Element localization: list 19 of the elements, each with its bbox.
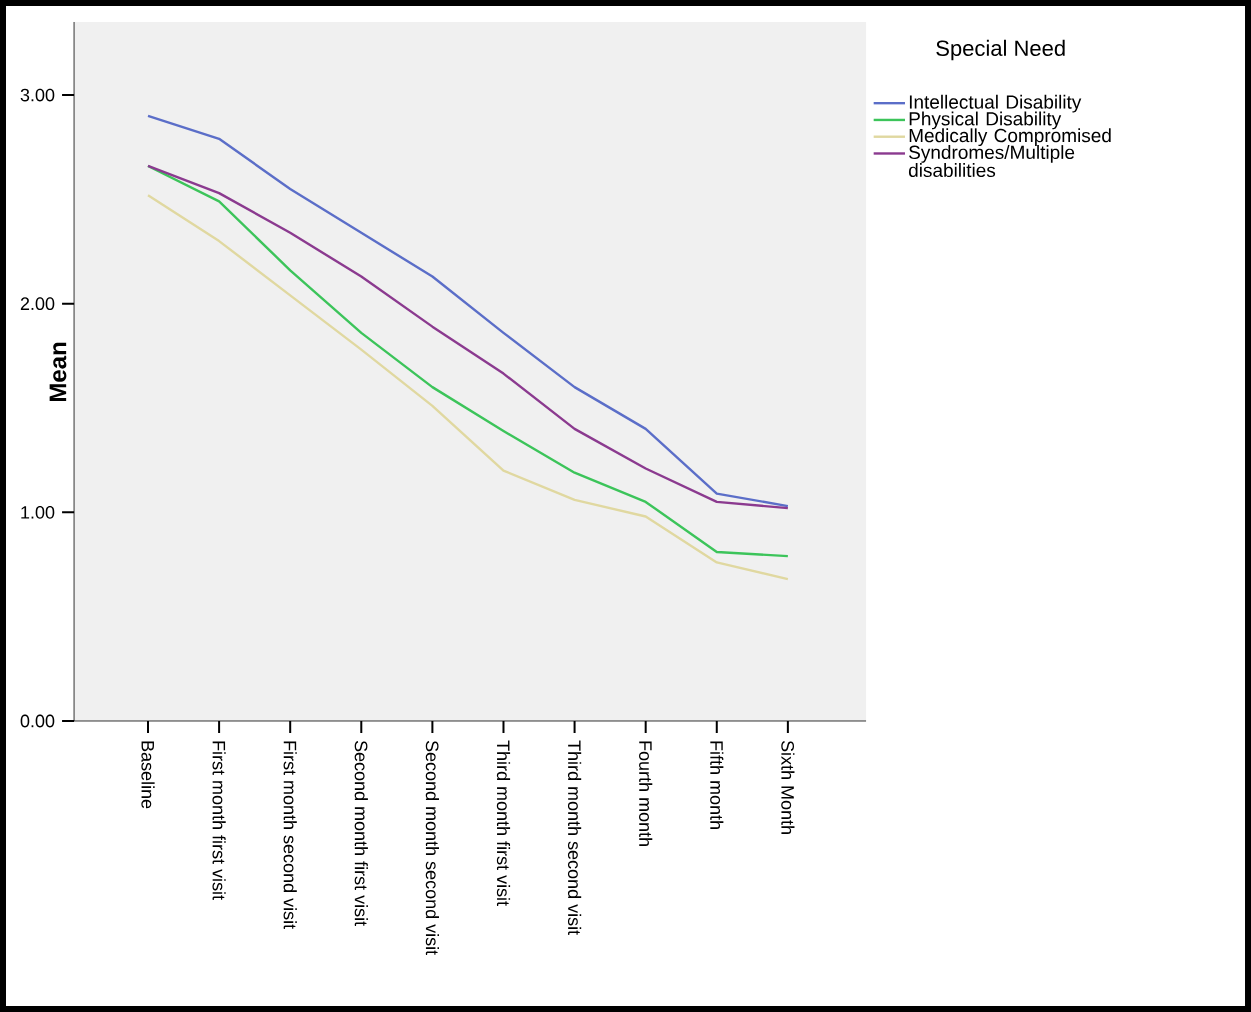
y-tick-label: 1.00 — [21, 505, 55, 519]
legend-label: Medically Compromised — [909, 128, 1111, 147]
x-tick-label: Second month first visit — [354, 740, 368, 926]
x-tick-label: Third month first visit — [496, 740, 511, 906]
x-tick-label: Third month second visit — [567, 740, 582, 935]
y-tick-label: 0.00 — [20, 714, 55, 728]
legend-label: Physical Disability — [909, 111, 1062, 130]
x-tick-label: Fifth month — [710, 741, 724, 829]
x-tick-label: First month second visit — [283, 741, 297, 929]
y-axis-title: Mean — [49, 342, 67, 402]
x-tick-label: Second month second visit — [425, 740, 439, 956]
legend-label: Syndromes/Multiple disabilities — [908, 145, 1075, 178]
x-tick-label: Sixth Month — [781, 740, 795, 834]
y-tick-label: 2.00 — [20, 297, 55, 311]
x-tick-label: Fourth month — [639, 741, 653, 846]
y-tick-label: 3.00 — [20, 88, 55, 102]
x-tick-label: Baseline — [141, 741, 155, 809]
x-tick-label: First month first visit — [212, 741, 226, 900]
legend-title: Special Need — [936, 39, 1065, 61]
